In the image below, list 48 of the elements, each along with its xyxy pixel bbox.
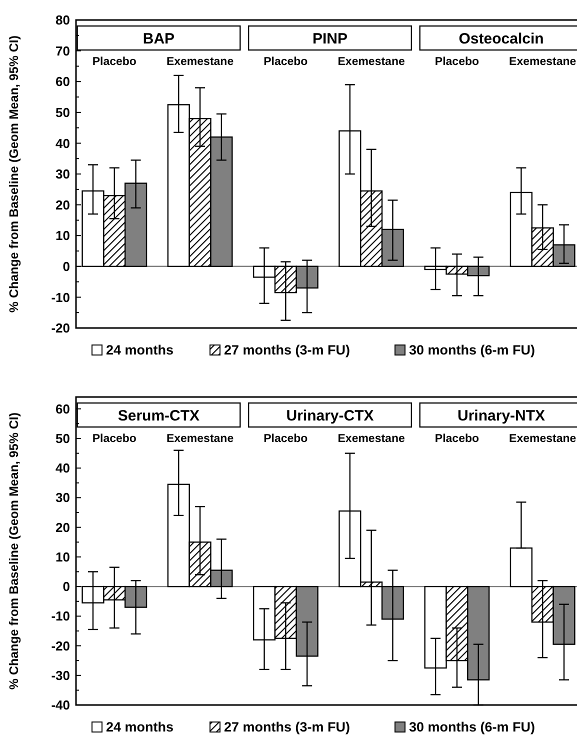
x-tick-label: Placebo: [264, 56, 308, 68]
x-tick-label: Placebo: [264, 433, 308, 446]
annotation: PINP: [312, 30, 348, 48]
x-tick-label: Placebo: [92, 56, 136, 68]
y-tick-label: -20: [51, 320, 70, 336]
y-tick-label: 40: [56, 460, 70, 476]
y-tick-label: 30: [56, 166, 70, 182]
legend-label: 30 months (6-m FU): [409, 720, 536, 735]
y-axis-title: % Change from Baseline (Geom Mean, 95% CI): [7, 412, 21, 690]
annotation: Osteocalcin: [458, 30, 544, 48]
y-tick-label: 70: [56, 43, 70, 58]
legend-label: 24 months: [106, 720, 174, 735]
y-tick-label: 10: [56, 228, 70, 244]
y-tick-label: -40: [51, 698, 70, 713]
y-tick-label: 50: [56, 104, 70, 120]
y-tick-label: 0: [62, 258, 70, 274]
x-tick-label: Placebo: [434, 56, 480, 68]
legend-label: 24 months: [106, 342, 174, 358]
legend-label: 27 months (3-m FU): [224, 342, 350, 358]
x-tick-label: Exemestane: [509, 56, 576, 68]
y-tick-label: -20: [51, 638, 70, 654]
x-tick-label: Exemestane: [166, 433, 234, 446]
x-tick-label: Exemestane: [338, 433, 405, 446]
y-tick-label: 10: [56, 549, 70, 564]
annotation: Urinary-CTX: [286, 407, 374, 424]
y-tick-label: -10: [51, 608, 70, 624]
annotation: Urinary-NTX: [458, 407, 546, 424]
x-tick-label: Placebo: [92, 433, 136, 446]
annotation: Serum-CTX: [118, 407, 200, 424]
x-tick-label: Placebo: [434, 433, 480, 446]
y-tick-label: 50: [56, 431, 70, 446]
y-tick-label: 30: [56, 490, 70, 506]
x-tick-label: Exemestane: [166, 56, 234, 68]
y-tick-label: 40: [56, 136, 70, 151]
y-tick-label: 60: [56, 401, 70, 416]
y-tick-label: 20: [56, 520, 70, 535]
annotation: BAP: [142, 30, 175, 48]
y-tick-label: 0: [62, 579, 70, 594]
y-tick-label: 20: [56, 197, 70, 212]
x-tick-label: Exemestane: [509, 433, 576, 446]
x-tick-label: Exemestane: [338, 56, 405, 68]
y-tick-label: -10: [51, 290, 70, 305]
y-tick-label: 80: [56, 12, 70, 28]
legend-label: 30 months (6-m FU): [409, 342, 536, 358]
legend-label: 27 months (3-m FU): [224, 720, 350, 735]
y-tick-label: -30: [51, 668, 70, 683]
y-axis-title: % Change from Baseline (Geom Mean, 95% CI): [7, 35, 21, 313]
y-tick-label: 60: [56, 74, 70, 90]
